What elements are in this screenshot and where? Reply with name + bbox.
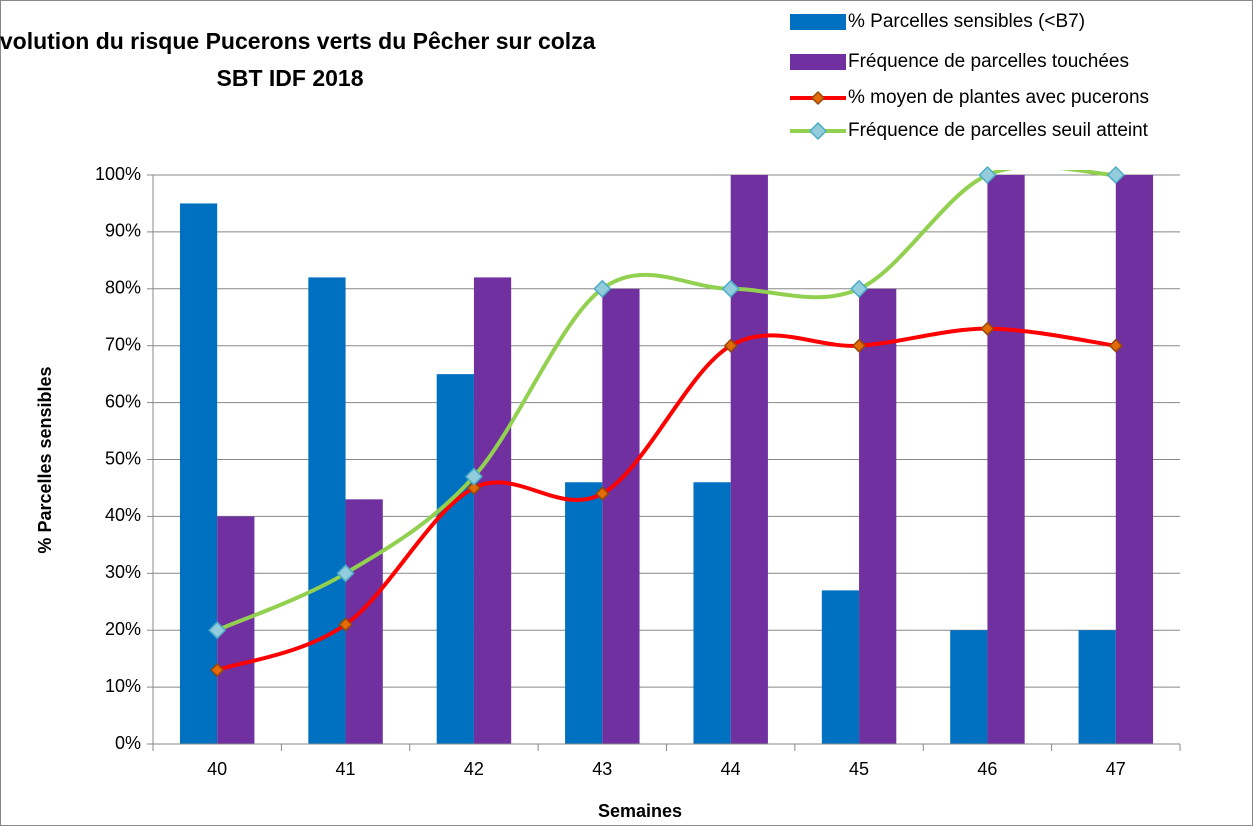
line-layer: [216, 170, 1117, 672]
legend-label: Fréquence de parcelles seuil atteint: [848, 120, 1149, 141]
bar: [473, 277, 512, 744]
x-axis-title: Semaines: [598, 801, 682, 821]
line: [216, 170, 1116, 633]
marker: [210, 662, 225, 678]
x-tick-label: 43: [592, 759, 612, 779]
x-tick-label: 41: [336, 759, 356, 779]
bar: [565, 482, 603, 744]
y-tick-label: 90%: [105, 221, 141, 241]
legend-label: Fréquence de parcelles touchées: [848, 51, 1129, 72]
bar: [730, 175, 768, 744]
bar: [859, 288, 897, 744]
y-axis-title: % Parcelles sensibles: [35, 366, 55, 553]
bar: [821, 590, 860, 744]
marker: [852, 338, 867, 353]
marker: [336, 564, 355, 583]
bar: [987, 175, 1025, 744]
marker: [723, 338, 738, 353]
y-tick-label: 70%: [105, 334, 141, 354]
bar: [1115, 175, 1154, 744]
bar: [436, 374, 474, 744]
legend-label: % Parcelles sensibles (<B7): [848, 11, 1085, 32]
marker: [980, 321, 995, 336]
y-tick-label: 50%: [105, 448, 141, 468]
marker: [1108, 338, 1123, 353]
y-tick-label: 80%: [105, 278, 141, 298]
marker: [978, 165, 997, 185]
y-tick-label: 30%: [105, 562, 141, 582]
y-tick-label: 40%: [105, 505, 141, 525]
bar: [602, 288, 640, 744]
legend-marker: [808, 121, 828, 141]
y-tick-label: 60%: [105, 391, 141, 411]
marker: [208, 621, 227, 640]
marker: [1106, 165, 1125, 185]
y-tick-label: 20%: [105, 619, 141, 639]
x-tick-label: 42: [464, 759, 484, 779]
x-tick-label: 47: [1106, 759, 1126, 779]
y-tick-label: 10%: [105, 676, 141, 696]
marker: [466, 480, 481, 496]
chart-title: Evolution du risque Pucerons verts du Pê…: [0, 28, 596, 54]
marker: [593, 279, 612, 298]
legend-swatch: [790, 14, 846, 30]
y-tick-label: 100%: [95, 164, 141, 184]
marker: [338, 617, 353, 632]
x-tick-label: 44: [721, 759, 741, 779]
bar: [308, 277, 346, 744]
marker: [721, 279, 740, 298]
line: [216, 326, 1117, 672]
x-tick-label: 46: [977, 759, 997, 779]
marker: [850, 279, 869, 298]
y-tick-label: 0%: [115, 733, 141, 753]
legend-label: % moyen de plantes avec pucerons: [848, 87, 1149, 108]
marker: [595, 486, 610, 501]
marker: [464, 467, 483, 486]
legend-marker: [810, 90, 826, 106]
legend-swatch: [790, 54, 846, 70]
bar: [179, 203, 218, 744]
x-tick-label: 45: [849, 759, 869, 779]
x-tick-label: 40: [207, 759, 227, 779]
bar: [1078, 630, 1116, 744]
bar: [693, 482, 731, 744]
chart-title: SBT IDF 2018: [217, 65, 364, 91]
bar: [950, 630, 988, 744]
